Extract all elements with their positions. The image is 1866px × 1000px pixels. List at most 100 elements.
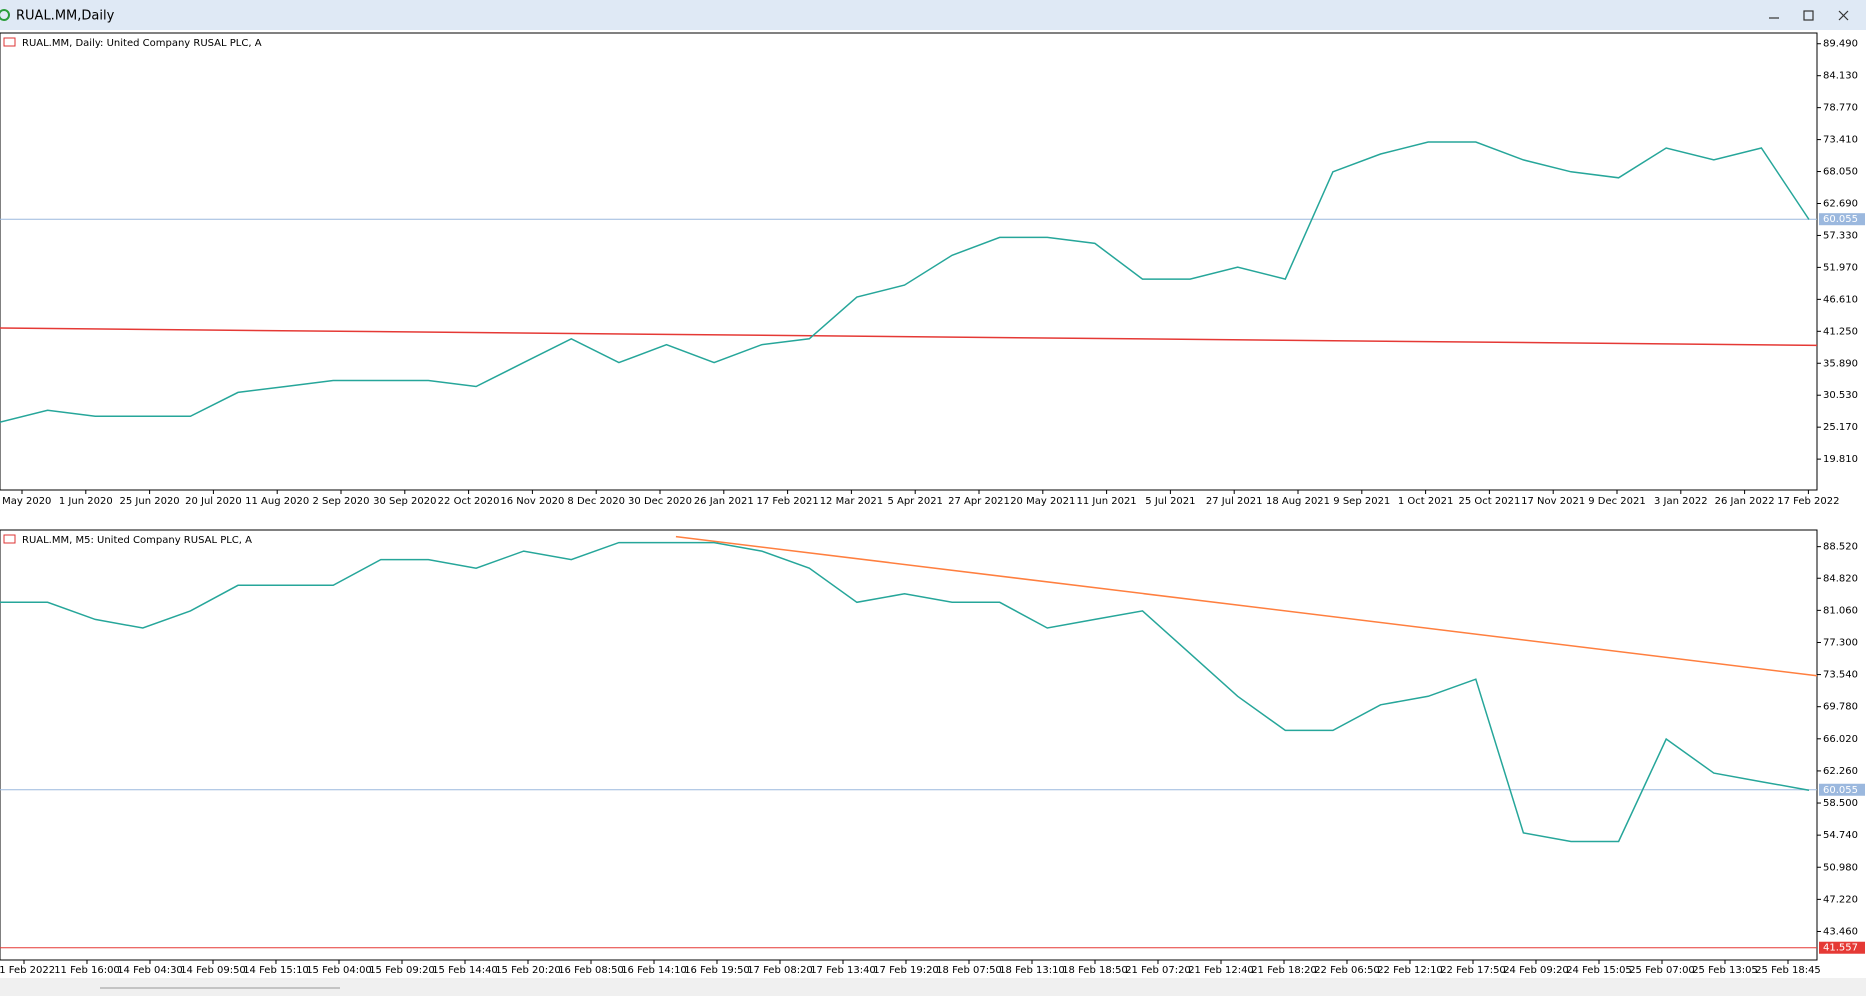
price-level-badge (1819, 783, 1865, 796)
x-tick-label: 12 Mar 2021 (820, 496, 883, 507)
trend-line (675, 535, 1818, 677)
y-tick-label: 35.890 (1823, 358, 1858, 369)
x-tick-label: 27 Jul 2021 (1206, 496, 1263, 507)
y-tick-label: 47.220 (1823, 894, 1858, 905)
x-tick-label: 14 Feb 09:50 (180, 965, 246, 976)
title-bar (0, 0, 1866, 30)
x-tick-label: 17 Feb 13:40 (810, 965, 876, 976)
x-tick-label: 24 Feb 15:05 (1566, 965, 1632, 976)
y-tick-label: 89.490 (1823, 39, 1858, 50)
x-tick-label: 25 Feb 13:05 (1692, 965, 1758, 976)
x-tick-label: 11 Jun 2021 (1077, 496, 1137, 507)
x-tick-label: 5 Apr 2021 (887, 496, 942, 507)
x-tick-label: 17 Feb 08:20 (747, 965, 813, 976)
pane-label: RUAL.MM, Daily: United Company RUSAL PLC… (22, 38, 262, 49)
x-tick-label: 25 Feb 18:45 (1755, 965, 1821, 976)
y-tick-label: 84.820 (1823, 573, 1858, 584)
x-tick-label: 24 Feb 09:20 (1503, 965, 1569, 976)
x-tick-label: 7 May 2020 (0, 496, 51, 507)
x-tick-label: 15 Feb 20:20 (495, 965, 561, 976)
x-tick-label: 18 Aug 2021 (1266, 496, 1330, 507)
x-tick-label: 27 Apr 2021 (948, 496, 1010, 507)
x-tick-label: 9 Sep 2021 (1333, 496, 1390, 507)
x-tick-label: 11 Aug 2020 (245, 496, 309, 507)
pane-label: RUAL.MM, M5: United Company RUSAL PLC, A (22, 535, 252, 546)
x-tick-label: 22 Oct 2020 (438, 496, 500, 507)
x-tick-label: 11 Feb 2022 (0, 965, 55, 976)
y-tick-label: 46.610 (1823, 294, 1858, 305)
x-tick-label: 30 Sep 2020 (373, 496, 436, 507)
y-tick-label: 43.460 (1823, 926, 1858, 937)
price-level-badge (1819, 213, 1865, 226)
y-tick-label: 77.300 (1823, 637, 1858, 648)
pane-icon (3, 534, 16, 544)
y-tick-label: 73.540 (1823, 670, 1858, 681)
y-tick-label: 66.020 (1823, 734, 1858, 745)
x-tick-label: 16 Feb 08:50 (558, 965, 624, 976)
x-tick-label: 22 Feb 17:50 (1440, 965, 1506, 976)
price-level-label: 60.055 (1823, 785, 1858, 796)
x-tick-label: 17 Nov 2021 (1521, 496, 1585, 507)
x-tick-label: 30 Dec 2020 (628, 496, 692, 507)
x-tick-label: 21 Feb 18:20 (1251, 965, 1317, 976)
x-tick-label: 16 Feb 14:10 (621, 965, 687, 976)
y-tick-label: 19.810 (1823, 454, 1858, 465)
x-tick-label: 17 Feb 19:20 (873, 965, 939, 976)
x-tick-label: 25 Jun 2020 (120, 496, 180, 507)
trend-line (0, 327, 1818, 347)
x-tick-label: 22 Feb 12:10 (1377, 965, 1443, 976)
x-tick-label: 22 Feb 06:50 (1314, 965, 1380, 976)
x-tick-label: 16 Nov 2020 (500, 496, 564, 507)
y-tick-label: 54.740 (1823, 830, 1858, 841)
x-tick-label: 17 Feb 2021 (756, 496, 818, 507)
x-tick-label: 20 May 2021 (1010, 496, 1075, 507)
x-tick-label: 25 Feb 07:00 (1629, 965, 1695, 976)
x-tick-label: 9 Dec 2021 (1588, 496, 1646, 507)
app-icon (0, 9, 10, 21)
x-tick-label: 16 Feb 19:50 (684, 965, 750, 976)
x-tick-label: 25 Oct 2021 (1458, 496, 1520, 507)
x-tick-label: 5 Jul 2021 (1145, 496, 1195, 507)
chart-pane (0, 529, 1818, 961)
x-tick-label: 18 Feb 07:50 (936, 965, 1002, 976)
price-line (0, 541, 1810, 843)
y-tick-label: 62.260 (1823, 766, 1858, 777)
x-tick-label: 15 Feb 14:40 (432, 965, 498, 976)
y-tick-label: 58.500 (1823, 798, 1858, 809)
y-tick-label: 62.690 (1823, 198, 1858, 209)
x-tick-label: 15 Feb 09:20 (369, 965, 435, 976)
window-controls[interactable] (1769, 10, 1849, 21)
y-tick-label: 51.970 (1823, 262, 1858, 273)
y-tick-label: 69.780 (1823, 702, 1858, 713)
y-tick-label: 50.980 (1823, 862, 1858, 873)
x-tick-label: 26 Jan 2021 (694, 496, 754, 507)
y-tick-label: 25.170 (1823, 422, 1858, 433)
x-tick-label: 18 Feb 13:10 (999, 965, 1065, 976)
y-tick-label: 78.770 (1823, 103, 1858, 114)
y-tick-label: 84.130 (1823, 71, 1858, 82)
x-tick-label: 1 Jun 2020 (59, 496, 113, 507)
pane-icon (3, 37, 16, 47)
x-tick-label: 21 Feb 12:40 (1188, 965, 1254, 976)
price-level-label: 41.557 (1823, 943, 1858, 954)
x-tick-label: 14 Feb 15:10 (243, 965, 309, 976)
y-tick-label: 88.520 (1823, 542, 1858, 553)
x-tick-label: 18 Feb 18:50 (1062, 965, 1128, 976)
x-tick-label: 8 Dec 2020 (567, 496, 625, 507)
x-tick-label: 17 Feb 2022 (1777, 496, 1839, 507)
window-title: RUAL.MM,Daily (16, 9, 115, 24)
x-tick-label: 26 Jan 2022 (1715, 496, 1775, 507)
x-tick-label: 14 Feb 04:30 (117, 965, 183, 976)
y-tick-label: 41.250 (1823, 326, 1858, 337)
x-tick-label: 15 Feb 04:00 (306, 965, 372, 976)
chart-pane (0, 32, 1818, 491)
y-tick-label: 30.530 (1823, 390, 1858, 401)
price-level-label: 60.055 (1823, 214, 1858, 225)
x-tick-label: 2 Sep 2020 (312, 496, 369, 507)
x-tick-label: 3 Jan 2022 (1654, 496, 1708, 507)
y-tick-label: 57.330 (1823, 230, 1858, 241)
price-level-badge (1819, 941, 1865, 954)
x-tick-label: 20 Jul 2020 (185, 496, 242, 507)
